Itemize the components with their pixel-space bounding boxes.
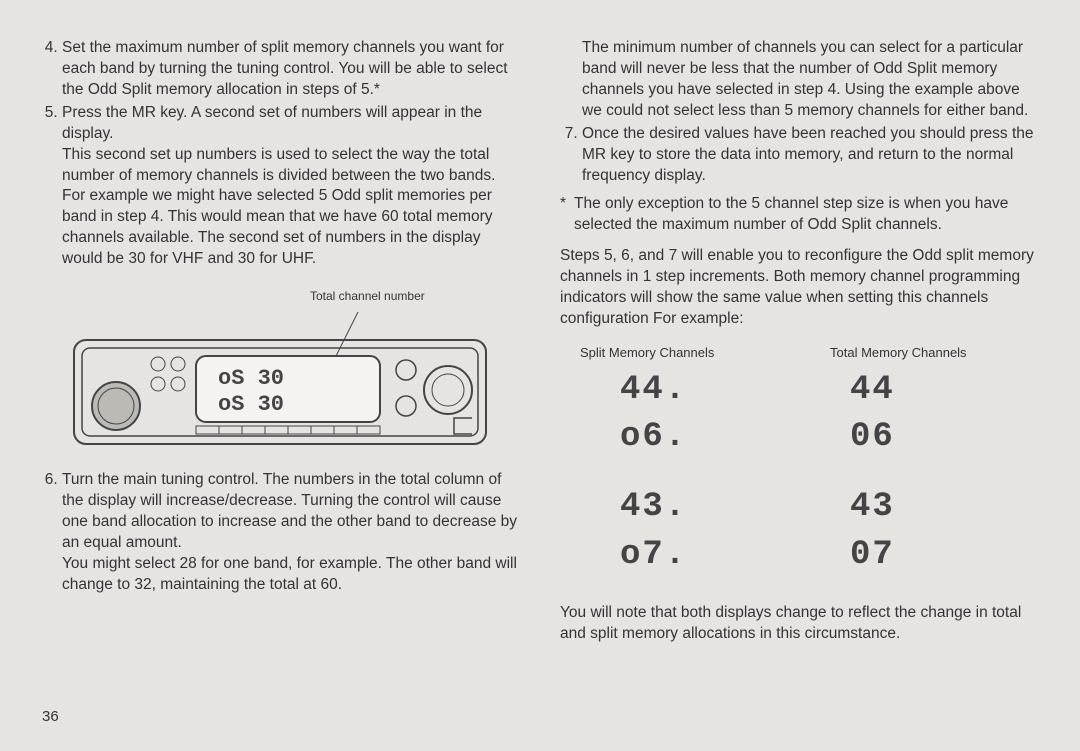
post-para: Steps 5, 6, and 7 will enable you to rec… [560,246,1040,330]
item-5-para: This second set up numbers is used to se… [62,145,520,271]
left-column: Set the maximum number of split memory c… [40,38,520,731]
item-text: Set the maximum number of split memory c… [62,39,508,98]
footnote-star: * [560,194,566,236]
lcd-line2: oS 30 [218,392,284,417]
seg-cell: 44. [560,368,790,414]
page-number: 36 [42,708,59,725]
seg-cell: 43. [560,485,790,531]
footnote: * The only exception to the 5 channel st… [560,194,1040,236]
item-text: Once the desired values have been reache… [582,125,1034,184]
seg-cell: 07 [790,533,1020,579]
instruction-item-4: Set the maximum number of split memory c… [62,38,520,101]
instruction-item-5: Press the MR key. A second set of number… [62,103,520,270]
item-text: Press the MR key. A second set of number… [62,104,482,142]
closing-para: You will note that both displays change … [560,603,1040,645]
page: Set the maximum number of split memory c… [0,0,1080,751]
radio-figure: Total channel number oS 30 oS 30 [40,288,520,456]
seg-cell: 06 [790,415,1020,461]
radio-illustration: oS 30 oS 30 [70,306,490,456]
seg-table: 44. 44 o6. 06 43. 43 o7. 07 [560,368,1040,580]
item-6-para2: You might select 28 for one band, for ex… [62,554,520,596]
instruction-item-7: Once the desired values have been reache… [582,124,1040,187]
seg-cell: o6. [560,415,790,461]
instruction-item-6: Turn the main tuning control. The number… [62,470,520,596]
instruction-list-left: Set the maximum number of split memory c… [40,38,520,270]
th-split: Split Memory Channels [560,344,810,362]
instruction-list-right: Once the desired values have been reache… [560,124,1040,187]
instruction-list-left-6: Turn the main tuning control. The number… [40,470,520,596]
item-text: Turn the main tuning control. The number… [62,471,517,551]
right-top-para: The minimum number of channels you can s… [560,38,1040,122]
seg-cell: 44 [790,368,1020,414]
seg-cell: o7. [560,533,790,579]
lcd-line1: oS 30 [218,366,284,391]
seg-cell: 43 [790,485,1020,531]
th-total: Total Memory Channels [810,344,1040,362]
figure-label: Total channel number [310,288,520,304]
right-column: The minimum number of channels you can s… [560,38,1040,731]
seg-gap [560,463,1020,483]
seg-table-headers: Split Memory Channels Total Memory Chann… [560,344,1040,362]
footnote-text: The only exception to the 5 channel step… [574,194,1040,236]
